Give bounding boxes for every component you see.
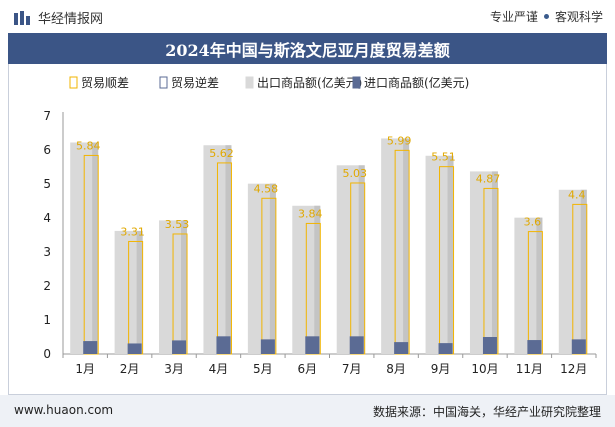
import-bar [216, 336, 231, 354]
legend: 贸易顺差 贸易逆差 出口商品额(亿美元) 进口商品额(亿美元) [69, 75, 469, 90]
logo-icon [14, 10, 30, 25]
export-bar-shade [536, 217, 543, 354]
legend-label: 进口商品额(亿美元) [364, 75, 469, 90]
y-tick-label: 4 [43, 211, 51, 225]
export-bar-shade [358, 165, 365, 354]
chart-title: 2024年中国与斯洛文尼亚月度贸易差额 [8, 33, 607, 64]
legend-swatch [245, 76, 254, 89]
y-tick-label: 0 [43, 347, 51, 361]
legend-swatch [159, 76, 168, 89]
import-bar [260, 339, 275, 354]
x-tick-label: 12月 [560, 362, 587, 376]
x-tick-label: 10月 [471, 362, 498, 376]
legend-label: 贸易顺差 [81, 76, 129, 90]
export-bar-shade [314, 205, 321, 354]
import-bar [172, 340, 187, 354]
data-label: 3.84 [298, 207, 323, 220]
data-label: 4.87 [476, 172, 501, 185]
tagline-right: 客观科学 [554, 10, 603, 24]
footer-source: 数据来源：中国海关，华经产业研究院整理 [372, 405, 601, 419]
top-bar: 华经情报网 专业严谨 客观科学 [0, 0, 615, 32]
data-label: 5.84 [76, 139, 101, 152]
x-tick-label: 5月 [253, 362, 273, 376]
y-tick-label: 1 [43, 313, 51, 327]
export-bar-shade [491, 171, 498, 354]
x-tick-label: 9月 [431, 362, 451, 376]
data-label: 5.51 [431, 151, 456, 164]
separator-dot-icon [543, 14, 549, 19]
export-bar-shade [92, 142, 99, 354]
export-bar-shade [269, 183, 276, 354]
import-bar [394, 342, 409, 354]
import-bar [349, 336, 364, 354]
brand[interactable]: 华经情报网 [14, 8, 103, 27]
import-bar [438, 343, 453, 354]
x-tick-label: 1月 [75, 362, 95, 376]
data-label: 5.03 [342, 167, 367, 180]
bars [70, 138, 588, 355]
data-label: 3.31 [120, 225, 145, 238]
import-bar [305, 336, 320, 354]
legend-label: 贸易逆差 [171, 75, 219, 90]
y-tick-label: 5 [43, 177, 51, 191]
export-bar-shade [447, 155, 454, 354]
axes: 0 1 2 3 4 5 6 7 1月 2月 3月 4月 5月 6月 7月 8月 9月 10月 11月 12月 [43, 109, 597, 376]
import-bar [83, 341, 98, 354]
x-tick-label: 11月 [516, 362, 543, 376]
export-bar-shade [181, 220, 188, 354]
y-tick-label: 3 [43, 245, 51, 259]
data-label: 3.6 [524, 216, 542, 229]
data-labels: 5.84 3.31 3.53 5.62 4.58 3.84 5.03 5.99 5.51 4.87… [76, 134, 586, 238]
y-tick-label: 7 [43, 109, 51, 123]
export-bar-shade [580, 189, 587, 354]
x-tick-label: 2月 [120, 362, 140, 376]
export-bar-shade [403, 138, 410, 354]
tagline: 专业严谨 客观科学 [490, 8, 603, 25]
data-label: 5.62 [209, 147, 234, 160]
x-tick-label: 3月 [164, 362, 184, 376]
brand-name: 华经情报网 [38, 12, 104, 27]
export-bar-shade [136, 230, 143, 354]
import-bar [482, 337, 497, 354]
x-tick-label: 7月 [342, 362, 362, 376]
legend-swatch [352, 76, 361, 89]
data-label: 3.53 [165, 218, 190, 231]
y-tick-label: 6 [43, 143, 51, 157]
data-label: 4.58 [254, 182, 279, 195]
y-tick-label: 2 [43, 279, 51, 293]
x-tick-label: 4月 [209, 362, 229, 376]
x-tick-label: 8月 [386, 362, 406, 376]
legend-label: 出口商品额(亿美元) [257, 75, 362, 90]
footer: www.huaon.com 数据来源：中国海关，华经产业研究院整理 [0, 395, 615, 427]
data-label: 4.4 [568, 188, 586, 201]
footer-website[interactable]: www.huaon.com [14, 403, 114, 417]
export-bar-shade [225, 145, 232, 354]
tagline-left: 专业严谨 [489, 10, 538, 24]
import-bar [127, 343, 142, 354]
legend-swatch [69, 76, 78, 89]
chart-area: 贸易顺差 贸易逆差 出口商品额(亿美元) 进口商品额(亿美元) 0 1 2 3 4 5 6 7 1月 2… [43, 75, 597, 376]
x-tick-label: 6月 [297, 362, 317, 376]
data-label: 5.99 [387, 134, 412, 147]
import-bar [527, 340, 542, 354]
import-bar [571, 339, 586, 354]
